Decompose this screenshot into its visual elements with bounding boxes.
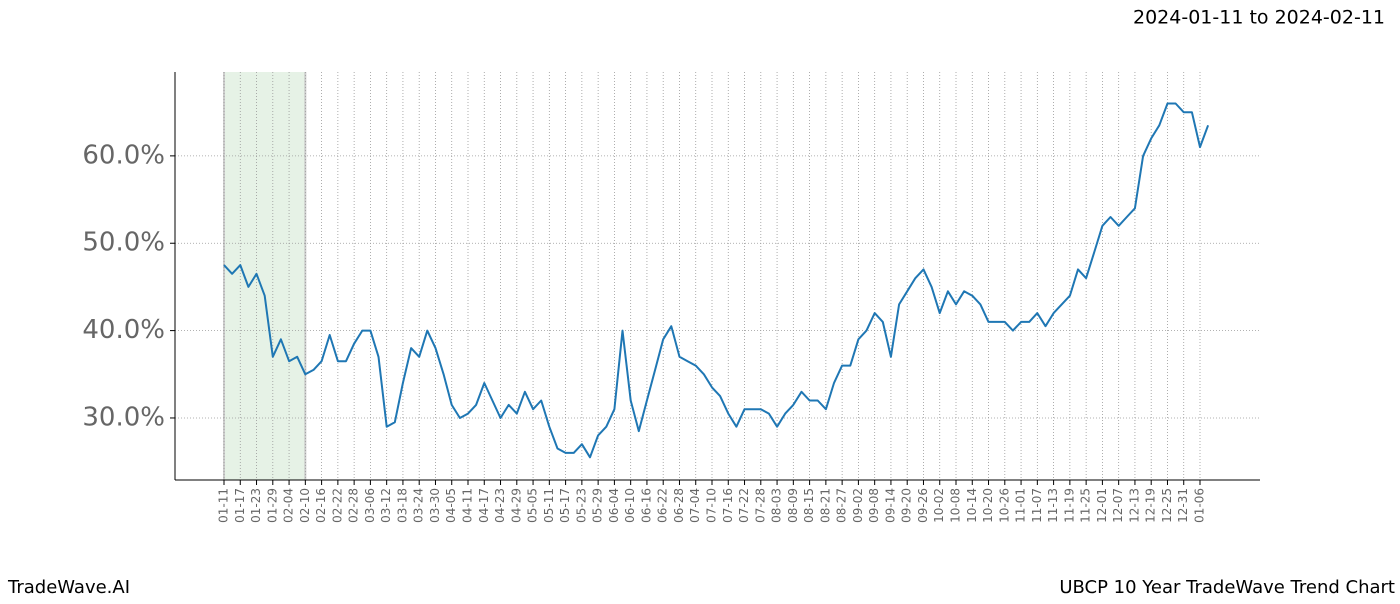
x-tick-label: 11-01 xyxy=(1014,488,1028,523)
x-tick-label: 10-08 xyxy=(949,488,963,523)
x-tick-label: 12-25 xyxy=(1160,488,1174,523)
x-tick-label: 12-19 xyxy=(1144,488,1158,523)
x-tick-label: 08-15 xyxy=(802,488,816,523)
x-tick-label: 11-25 xyxy=(1079,488,1093,523)
x-tick-label: 02-10 xyxy=(298,488,312,523)
x-tick-label: 08-21 xyxy=(818,488,832,523)
x-tick-label: 12-13 xyxy=(1127,488,1141,523)
y-tick-label: 60.0% xyxy=(82,140,165,170)
x-tick-label: 07-16 xyxy=(721,488,735,523)
x-tick-label: 09-02 xyxy=(851,488,865,523)
y-tick-label: 30.0% xyxy=(82,402,165,432)
x-tick-label: 03-24 xyxy=(412,488,426,523)
x-tick-label: 11-13 xyxy=(1046,488,1060,523)
x-tick-label: 04-29 xyxy=(509,488,523,523)
brand: TradeWave.AI xyxy=(7,577,130,598)
x-tick-label: 10-14 xyxy=(965,488,979,523)
x-tick-label: 08-03 xyxy=(770,488,784,523)
x-tick-label: 07-04 xyxy=(688,488,702,523)
x-tick-label: 03-12 xyxy=(379,488,393,523)
x-tick-label: 09-20 xyxy=(900,488,914,523)
x-tick-label: 06-16 xyxy=(639,488,653,523)
x-tick-label: 11-19 xyxy=(1062,488,1076,523)
x-tick-label: 02-22 xyxy=(330,488,344,523)
x-tick-label: 04-05 xyxy=(444,488,458,523)
x-tick-label: 10-26 xyxy=(997,488,1011,523)
x-tick-label: 07-28 xyxy=(753,488,767,523)
x-tick-label: 12-01 xyxy=(1095,488,1109,523)
x-tick-label: 04-17 xyxy=(477,488,491,523)
x-tick-label: 01-06 xyxy=(1193,488,1207,523)
x-tick-label: 06-10 xyxy=(623,488,637,523)
x-tick-label: 01-17 xyxy=(233,488,247,523)
x-tick-label: 02-16 xyxy=(314,488,328,523)
x-tick-label: 03-06 xyxy=(363,488,377,523)
x-tick-label: 03-18 xyxy=(395,488,409,523)
x-tick-label: 04-11 xyxy=(461,488,475,523)
x-tick-label: 09-08 xyxy=(867,488,881,523)
x-tick-label: 03-30 xyxy=(428,488,442,523)
x-tick-label: 05-05 xyxy=(526,488,540,523)
x-tick-label: 04-23 xyxy=(493,488,507,523)
x-tick-label: 09-14 xyxy=(883,488,897,523)
y-tick-label: 50.0% xyxy=(82,228,165,258)
x-tick-label: 01-29 xyxy=(265,488,279,523)
x-tick-label: 05-23 xyxy=(574,488,588,523)
chart-title: 2024-01-11 to 2024-02-11 xyxy=(1133,7,1385,29)
x-tick-label: 12-31 xyxy=(1176,488,1190,523)
x-tick-label: 06-22 xyxy=(656,488,670,523)
x-tick-label: 10-02 xyxy=(932,488,946,523)
x-tick-label: 10-20 xyxy=(981,488,995,523)
highlight-region xyxy=(224,72,306,480)
y-tick-label: 40.0% xyxy=(82,315,165,345)
line-series xyxy=(223,102,1210,459)
x-tick-label: 06-04 xyxy=(607,488,621,523)
x-tick-label: 05-17 xyxy=(558,488,572,523)
x-tick-label: 09-26 xyxy=(916,488,930,523)
x-tick-label: 12-07 xyxy=(1111,488,1125,523)
x-tick-label: 11-07 xyxy=(1030,488,1044,523)
x-tick-label: 07-22 xyxy=(737,488,751,523)
x-tick-label: 08-27 xyxy=(835,488,849,523)
x-tick-label: 02-04 xyxy=(282,488,296,523)
x-tick-label: 05-11 xyxy=(542,488,556,523)
x-tick-label: 01-23 xyxy=(249,488,263,523)
chart-caption: UBCP 10 Year TradeWave Trend Chart xyxy=(1059,577,1395,598)
plot-area: 30.0% 40.0% 50.0% 60.0% 01-11 01-17 01-23 01-29… xyxy=(82,72,1260,523)
x-tick-label: 05-29 xyxy=(591,488,605,523)
x-tick-label: 06-28 xyxy=(672,488,686,523)
x-tick-label: 07-10 xyxy=(705,488,719,523)
x-tick-label: 02-28 xyxy=(347,488,361,523)
x-tick-label: 08-09 xyxy=(786,488,800,523)
x-tick-label: 01-11 xyxy=(217,488,231,523)
